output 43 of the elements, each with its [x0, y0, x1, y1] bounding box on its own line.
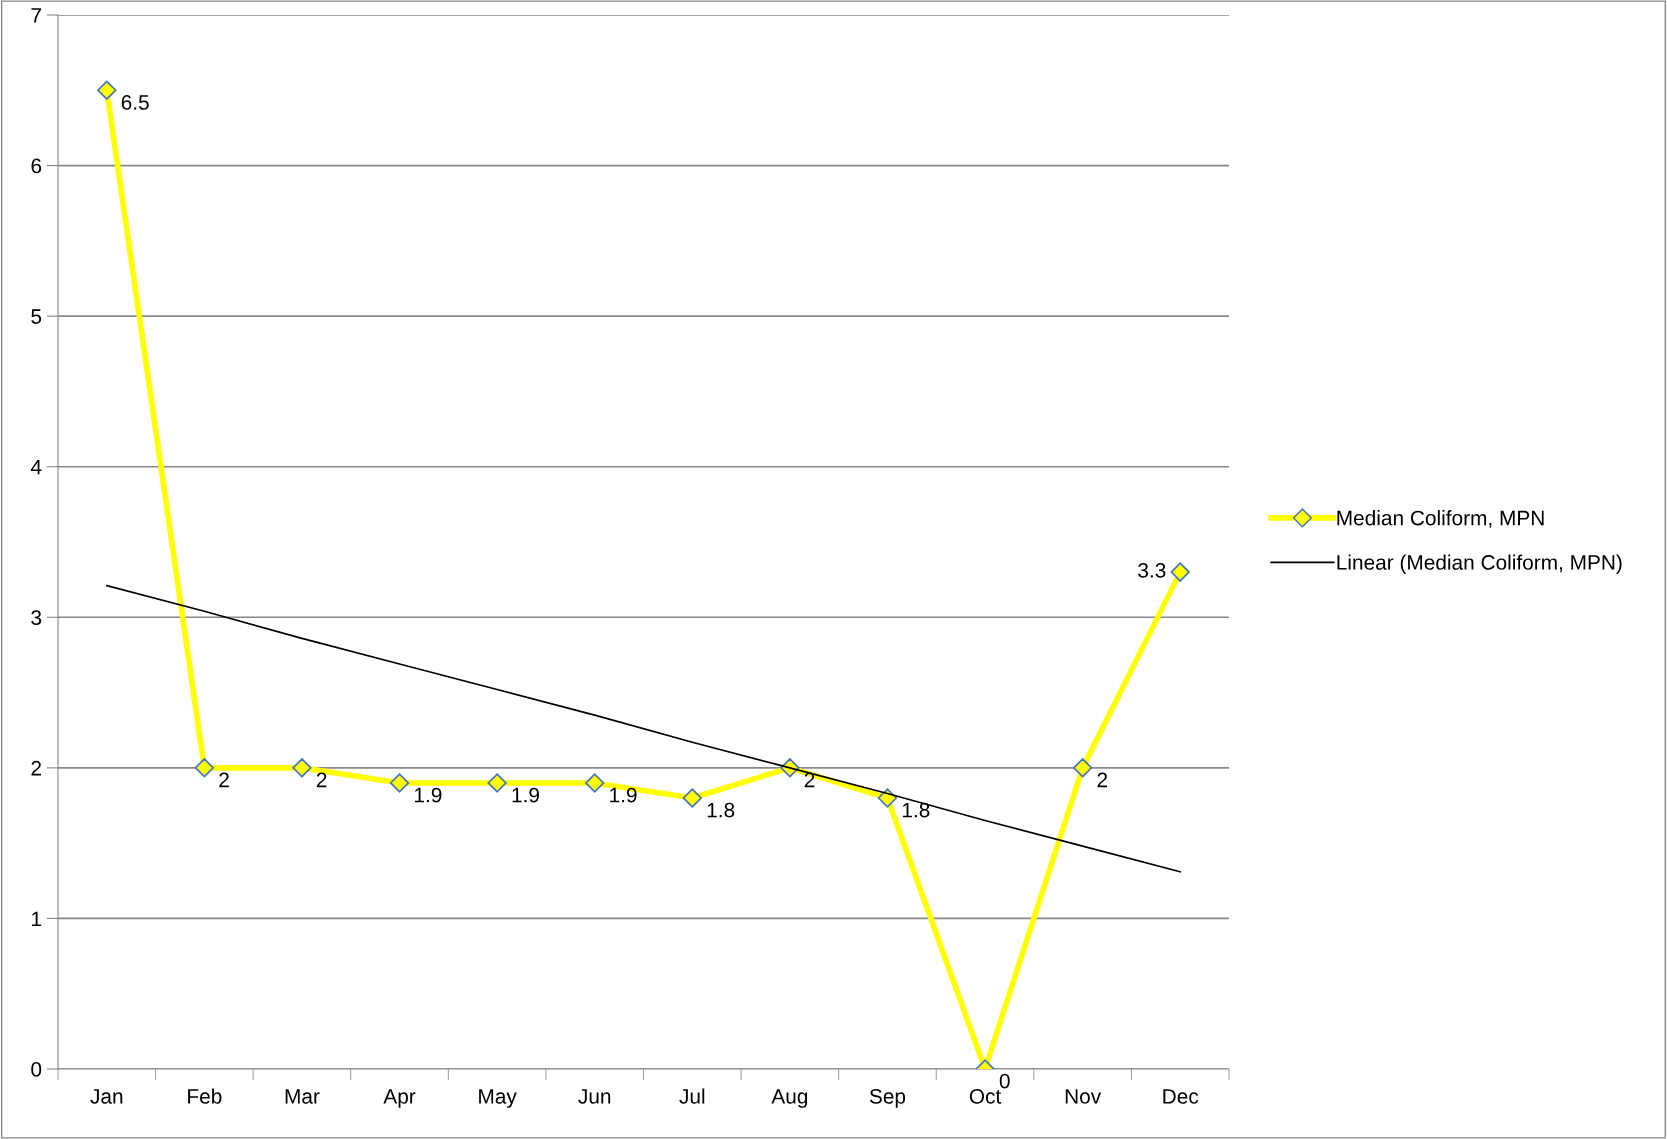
data-label: 1.9: [512, 787, 539, 803]
point: [1170, 562, 1190, 582]
y-tick-label: 3: [31, 610, 42, 626]
x-tick-label: Jan: [90, 1089, 123, 1104]
y-tick-label: 4: [30, 459, 42, 475]
x-tick-label: Oct: [969, 1088, 1002, 1104]
y-tick-label: 6: [31, 158, 42, 174]
data-label: 0: [999, 1073, 1010, 1089]
data-label: 1.8: [707, 802, 735, 818]
data-label: 1.9: [610, 787, 637, 803]
x-tick-label: Apr: [383, 1089, 416, 1108]
x-tick-label: Nov: [1065, 1089, 1102, 1104]
data-label: 1.8: [902, 802, 930, 818]
x-tick-label: May: [479, 1089, 517, 1108]
y-tick-label: 7: [31, 8, 41, 23]
y-tick-label: 5: [31, 309, 42, 324]
data-label: 3.3: [1138, 562, 1166, 578]
legend-label: Linear (Median Coliform, MPN): [1337, 554, 1622, 574]
point: [487, 773, 507, 793]
line-series: [105, 584, 1182, 873]
point: [682, 788, 702, 808]
x-tick-label: Dec: [1163, 1089, 1199, 1104]
x-tick-label: Mar: [285, 1089, 320, 1104]
x-tick-label: Sep: [869, 1088, 906, 1108]
y-tick-label: 0: [31, 1062, 42, 1077]
point: [194, 758, 215, 778]
point: [389, 773, 410, 793]
data-label: 2: [219, 772, 229, 788]
point: [1072, 758, 1093, 778]
data-label: 6.5: [121, 95, 149, 110]
point: [292, 758, 312, 778]
x-tick-label: Aug: [771, 1089, 808, 1108]
data-label: 2: [316, 772, 327, 788]
data-label: 2: [1097, 772, 1108, 788]
x-tick-label: Feb: [188, 1088, 222, 1104]
point: [585, 773, 605, 793]
x-tick-label: Jul: [679, 1088, 705, 1104]
point: [97, 80, 117, 100]
x-tick-label: Jun: [578, 1089, 611, 1104]
y-tick-label: 1: [32, 911, 42, 926]
legend-label: Median Coliform, MPN: [1337, 510, 1544, 528]
y-tick-label: 2: [31, 760, 41, 776]
data-label: 1.9: [415, 787, 442, 803]
